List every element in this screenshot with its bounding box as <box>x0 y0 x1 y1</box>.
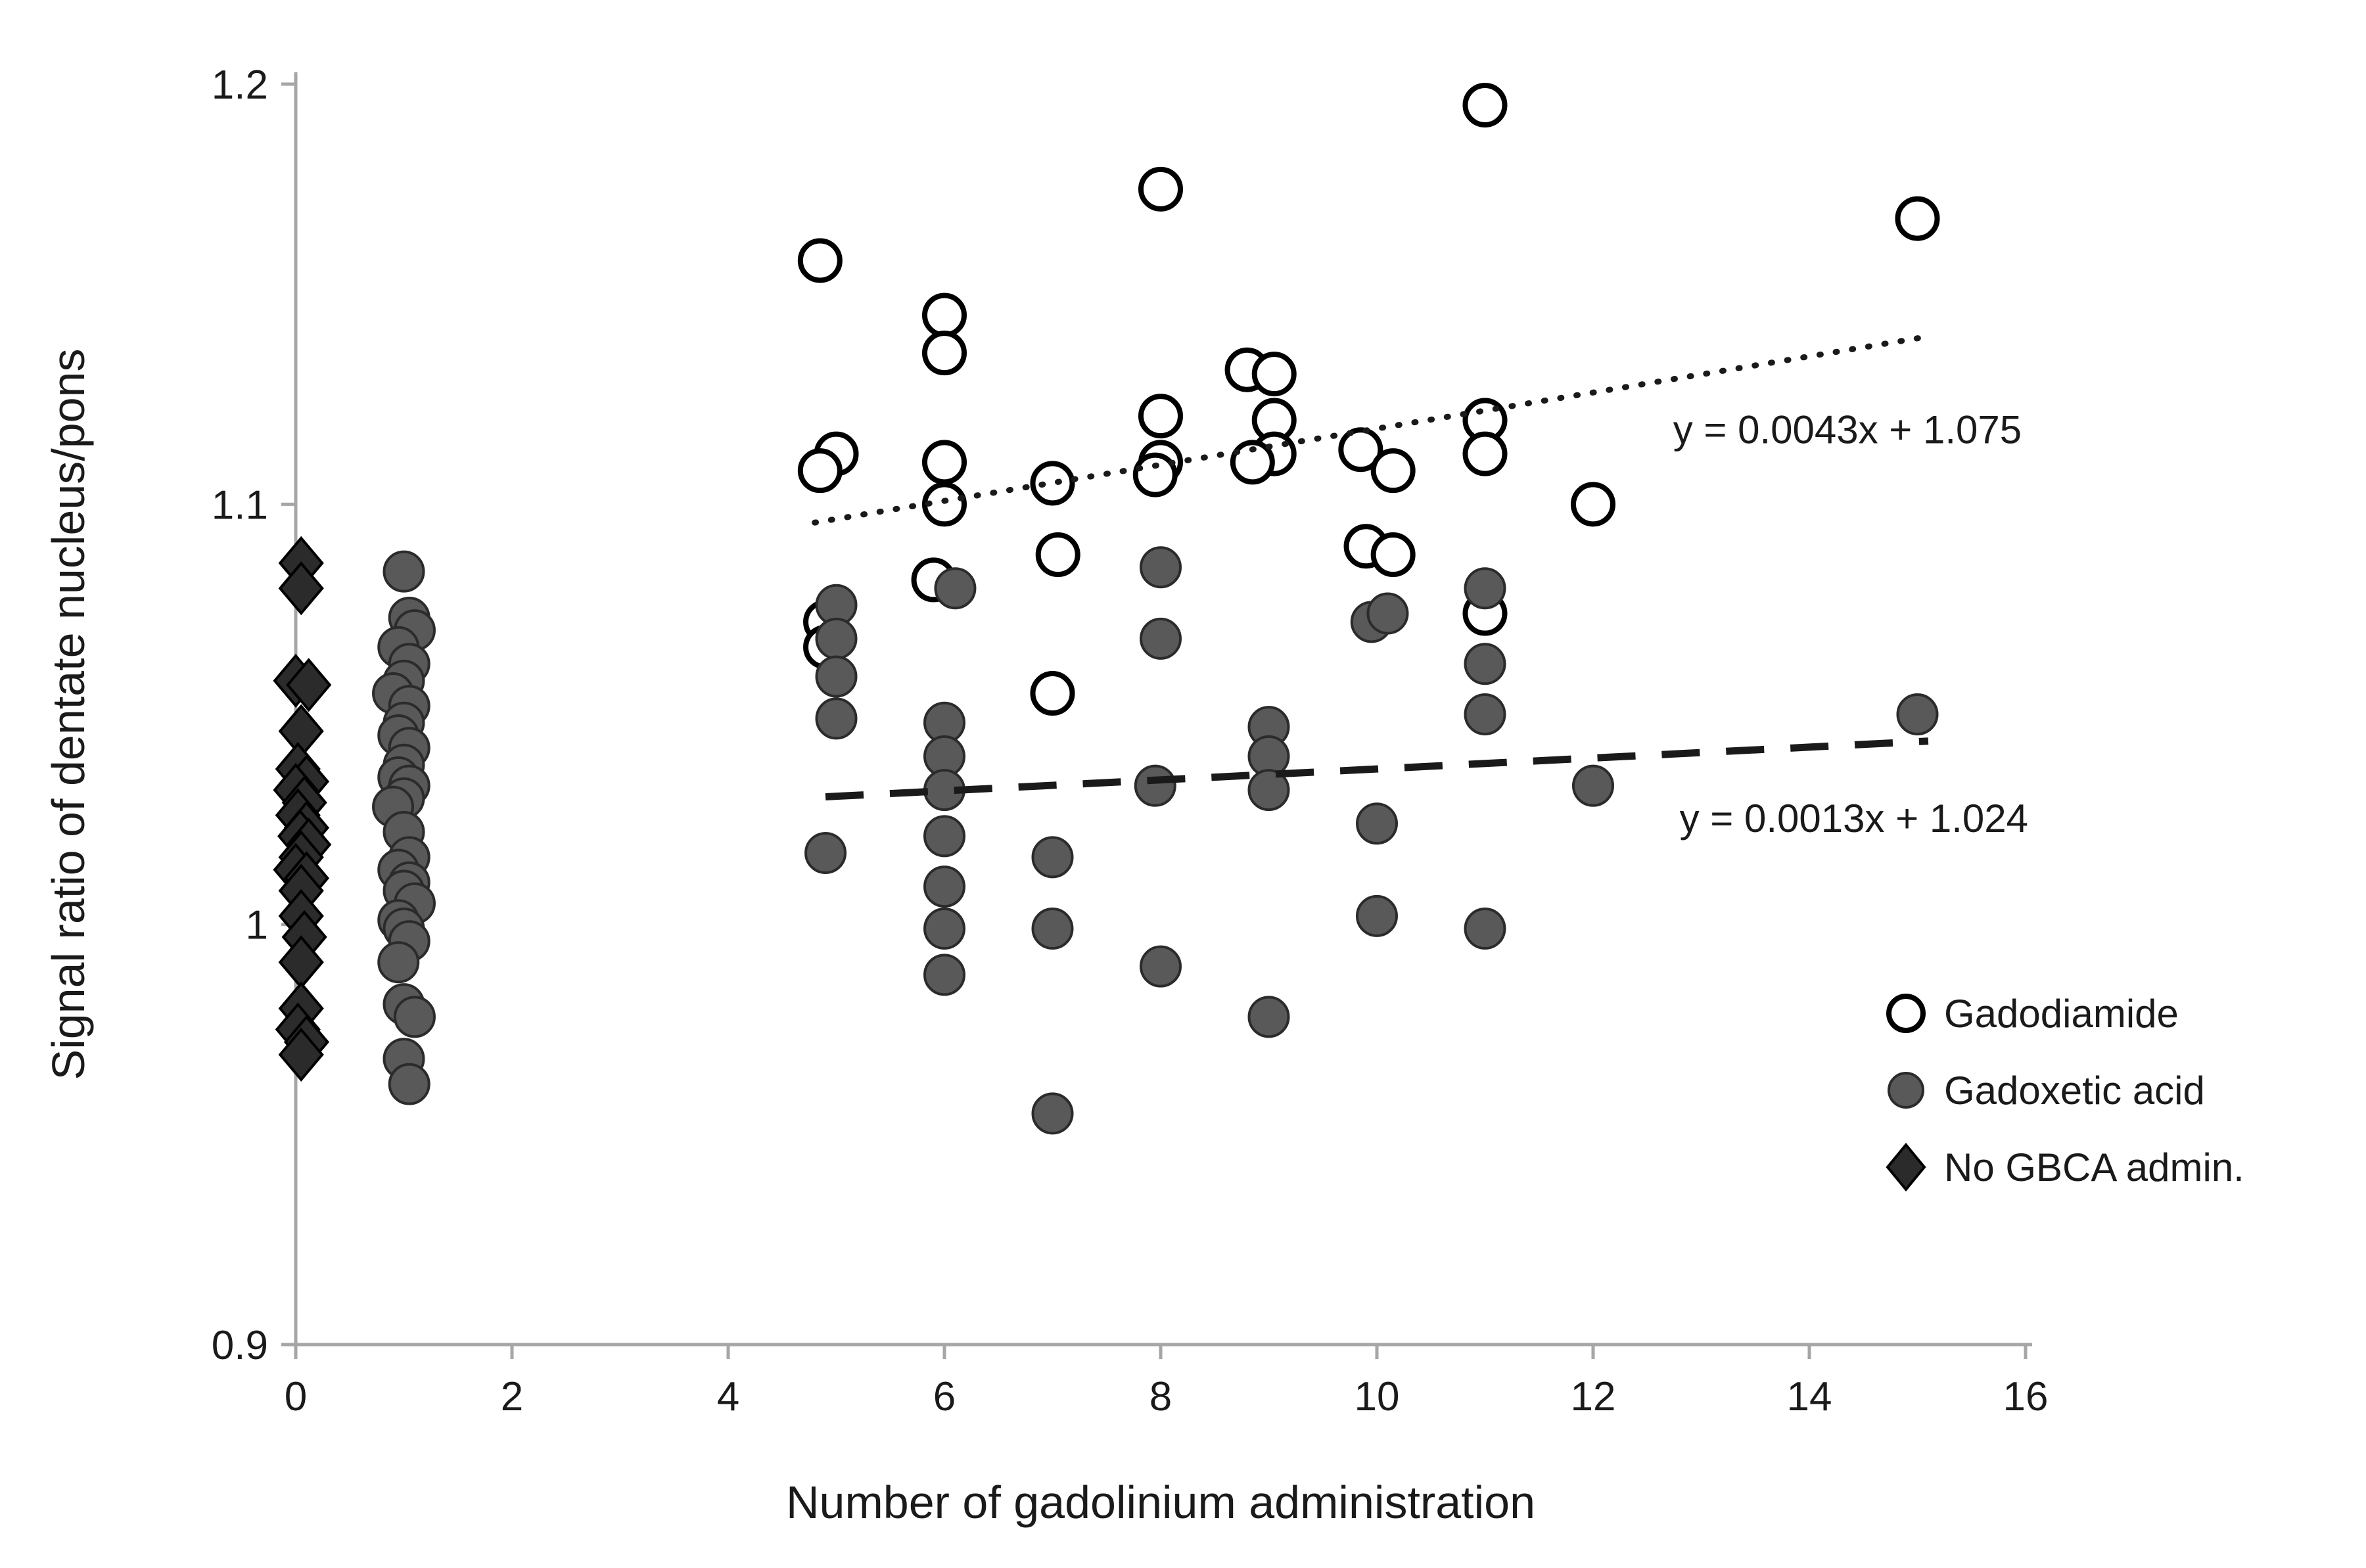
data-point <box>1370 448 1416 494</box>
trendline-equation-label: y = 0.0013x + 1.024 <box>1680 796 2028 841</box>
data-point <box>1140 617 1182 660</box>
y-axis-title: Signal ratio of dentate nucleus/pons <box>43 349 94 1080</box>
data-point <box>1886 1142 1926 1192</box>
axes: 0 2 4 6 8 10 12 14 16 0.9 1 1.1 1.2 <box>212 62 2049 1419</box>
data-point <box>1896 693 1939 735</box>
legend: Gadodiamide Gadoxetic acid No GBCA admin. <box>1886 992 2244 1192</box>
legend-item-no-gbca-admin: No GBCA admin. <box>1886 1142 2244 1192</box>
data-point <box>922 331 967 376</box>
data-point <box>923 865 965 908</box>
data-point <box>278 1027 324 1082</box>
data-point <box>1462 82 1508 127</box>
legend-item-gadoxetic-acid: Gadoxetic acid <box>1888 1069 2205 1113</box>
data-point <box>815 617 858 660</box>
data-point <box>923 908 965 950</box>
trendline-dashed <box>825 737 1929 800</box>
data-point <box>797 238 843 283</box>
x-tick-label: 12 <box>1571 1374 1616 1419</box>
data-point <box>1366 592 1409 635</box>
data-point <box>1138 166 1183 212</box>
data-point <box>286 658 332 712</box>
data-point <box>1251 352 1297 397</box>
data-point <box>1031 836 1074 879</box>
data-point <box>1035 532 1080 578</box>
data-point <box>922 482 967 527</box>
data-point <box>804 831 847 874</box>
legend-label: Gadoxetic acid <box>1944 1069 2205 1113</box>
data-point <box>1247 769 1290 812</box>
data-point <box>1571 482 1615 527</box>
data-point <box>797 448 843 494</box>
x-tick-label: 0 <box>285 1374 307 1419</box>
x-tick-label: 4 <box>717 1374 739 1419</box>
data-point <box>922 440 967 485</box>
trendline-equation-label: y = 0.0043x + 1.075 <box>1673 407 2022 451</box>
data-point <box>1895 196 1940 241</box>
trendline-group: y = 0.0043x + 1.075 <box>812 333 2022 526</box>
trendline-group: y = 0.0013x + 1.024 <box>825 737 2028 841</box>
x-axis-title: Number of gadolinium administration <box>786 1477 1535 1528</box>
y-tick-label: 1.2 <box>212 62 268 108</box>
data-point <box>1134 764 1176 807</box>
x-tick-label: 14 <box>1787 1374 1832 1419</box>
data-point <box>923 815 965 858</box>
data-point <box>377 941 420 984</box>
y-tick-label: 1 <box>246 903 268 948</box>
x-tick-label: 8 <box>1149 1374 1172 1419</box>
data-point <box>1030 461 1075 506</box>
data-point <box>1464 567 1506 610</box>
data-point <box>1140 945 1182 988</box>
data-point <box>1886 994 1926 1033</box>
data-point <box>1464 643 1506 685</box>
data-point <box>1031 1092 1074 1135</box>
y-tick-label: 0.9 <box>212 1323 268 1368</box>
data-point <box>1572 764 1614 807</box>
series-gadoxetic-acid <box>372 546 1939 1135</box>
data-point <box>1356 802 1398 845</box>
data-point <box>1030 671 1075 716</box>
data-point <box>1338 427 1383 473</box>
data-point <box>1462 431 1508 476</box>
data-point <box>1031 908 1074 950</box>
data-point <box>1464 693 1506 735</box>
data-point <box>1247 996 1290 1038</box>
data-point <box>1888 1072 1924 1109</box>
data-point <box>278 561 324 616</box>
data-point <box>922 292 967 338</box>
data-point <box>1138 394 1183 439</box>
x-tick-label: 6 <box>933 1374 956 1419</box>
x-tick-label: 2 <box>501 1374 523 1419</box>
data-point <box>1464 908 1506 950</box>
data-point <box>815 697 858 740</box>
y-tick-label: 1.1 <box>212 482 268 528</box>
data-point <box>815 655 858 698</box>
series-gadodiamide <box>797 82 1940 716</box>
data-point <box>393 996 436 1038</box>
data-point <box>1132 452 1178 497</box>
data-point <box>934 567 977 610</box>
legend-item-gadodiamide: Gadodiamide <box>1886 992 2179 1036</box>
data-point <box>1140 546 1182 589</box>
legend-label: Gadodiamide <box>1944 992 2179 1036</box>
data-point <box>1230 440 1275 485</box>
data-point <box>923 954 965 996</box>
data-point <box>383 550 425 593</box>
data-point <box>1370 532 1416 578</box>
legend-label: No GBCA admin. <box>1944 1145 2244 1189</box>
data-point <box>1356 894 1398 937</box>
series-no-gbca-admin <box>273 536 332 1082</box>
data-point <box>388 1063 430 1105</box>
x-tick-label: 10 <box>1355 1374 1400 1419</box>
x-tick-label: 16 <box>2003 1374 2049 1419</box>
